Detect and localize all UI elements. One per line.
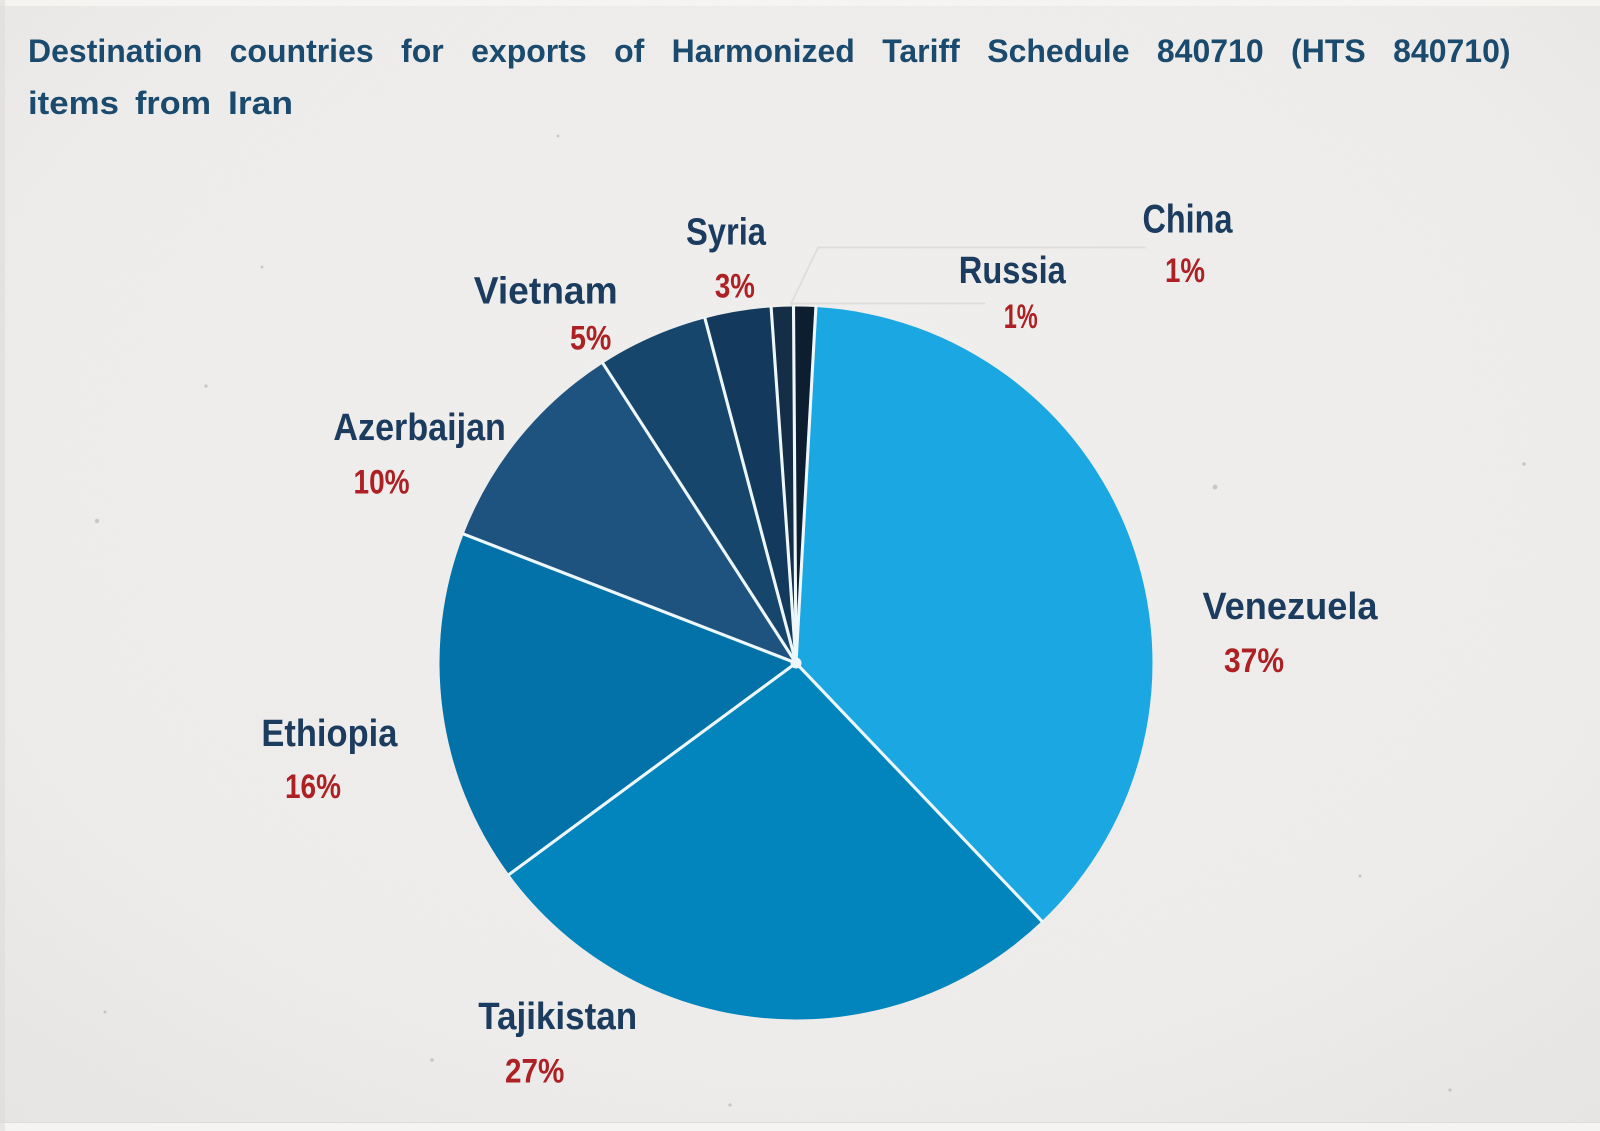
svg-text:Russia: Russia [959,250,1067,292]
svg-text:10%: 10% [354,464,410,502]
svg-text:3%: 3% [715,268,755,306]
svg-text:Azerbaijan: Azerbaijan [333,407,506,449]
svg-text:16%: 16% [285,768,341,806]
svg-text:27%: 27% [505,1053,564,1091]
svg-text:Tajikistan: Tajikistan [478,996,637,1038]
svg-text:1%: 1% [1165,252,1205,290]
svg-text:1%: 1% [1004,298,1038,336]
svg-text:Venezuela: Venezuela [1203,586,1379,628]
svg-text:5%: 5% [570,320,611,358]
svg-text:Ethiopia: Ethiopia [261,713,398,755]
svg-text:Destination countries for e: Destination countries for exports of Har… [28,33,1511,69]
svg-text:Vietnam: Vietnam [474,271,618,313]
svg-text:Syria: Syria [686,212,767,254]
svg-text:China: China [1143,198,1234,242]
svg-text:37%: 37% [1224,642,1284,680]
